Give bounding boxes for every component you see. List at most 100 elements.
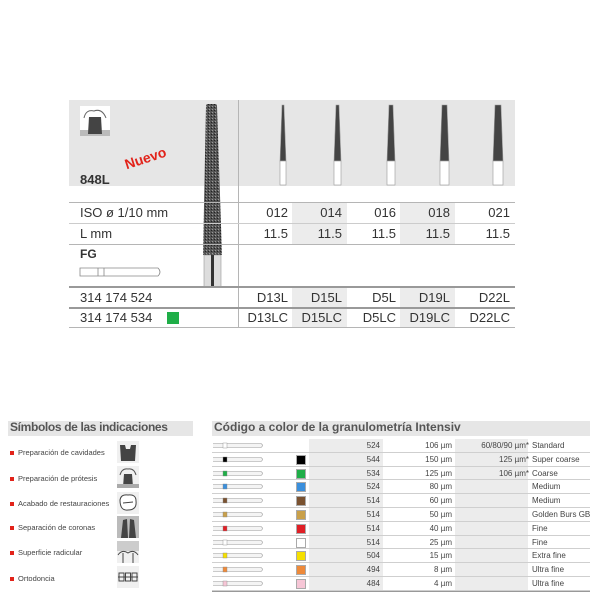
grit-color-swatch: [296, 537, 306, 548]
article-code: D5LC: [362, 310, 396, 325]
grit-code: 494: [366, 565, 380, 575]
grit-size: 60 µm: [429, 496, 452, 506]
grit-color-swatch: [296, 579, 306, 589]
grit-row: 504 15 µm Extra fine: [212, 549, 590, 564]
orthodontics-icon: [117, 566, 139, 588]
bur-shank-icon: [213, 511, 263, 518]
grit-name: Ultra fine: [532, 579, 565, 588]
grit-code: 544: [366, 454, 380, 464]
grit-color-swatch: [296, 551, 306, 562]
article-code: D22LC: [469, 310, 510, 325]
grit-size: 8 µm: [434, 565, 452, 575]
grit-name: Standard: [532, 441, 565, 450]
grit-row: 524 80 µm Medium: [212, 480, 590, 495]
grit-row: 534 125 µm 106 µm* Coarse: [212, 467, 590, 481]
grit-color-swatch: [296, 565, 306, 576]
length-value: 11.5: [371, 226, 396, 241]
cavity-prep-icon: [117, 441, 139, 463]
grit-name: Medium: [532, 482, 561, 492]
root-surface-icon: [117, 541, 139, 563]
grit-name: Extra fine: [532, 551, 566, 561]
bur-sizes-images: [279, 104, 504, 186]
grit-row: 514 60 µm Medium: [212, 494, 590, 508]
grit-name: Super coarse: [532, 454, 580, 464]
iso-value: 018: [428, 205, 450, 220]
article-code: D5L: [372, 290, 396, 305]
bur-shank-icon: [213, 470, 263, 476]
grit-code: 514: [366, 510, 380, 519]
symbol-item: Separación de coronas: [10, 523, 95, 532]
article-code: D19LC: [409, 310, 450, 325]
bur-shank-icon: [213, 525, 263, 531]
bur-shank-icon: [213, 497, 263, 504]
grit-code: 524: [366, 482, 380, 492]
bur-shank-icon: [213, 566, 263, 573]
grit-alt-size: 125 µm*: [499, 454, 529, 464]
grit-alt-size: 60/80/90 µm*: [481, 441, 529, 450]
grit-code: 524: [366, 441, 380, 450]
grit-size: 40 µm: [429, 523, 452, 533]
grit-name: Coarse: [532, 468, 558, 478]
article-code: D15L: [310, 290, 342, 305]
iso-value: 014: [320, 205, 342, 220]
grit-alt-size: 106 µm*: [499, 468, 529, 478]
grit-size: 4 µm: [434, 579, 452, 588]
grit-size: 125 µm: [425, 468, 452, 478]
symbol-item: Preparación de prótesis: [10, 474, 97, 483]
grit-row: 544 150 µm 125 µm* Super coarse: [212, 453, 590, 467]
length-label: L mm: [80, 226, 113, 241]
grit-color-swatch: [296, 454, 306, 465]
bur-shank-icon: [213, 539, 263, 545]
product-code: 848L: [80, 172, 110, 187]
article-code: D22L: [478, 290, 510, 305]
crown-separation-icon: [117, 516, 139, 538]
grit-code: 504: [366, 551, 380, 561]
article-code: D13LC: [247, 310, 288, 325]
bur-shank-icon: [213, 456, 263, 462]
bur-shank-icon: [213, 484, 263, 490]
length-value: 11.5: [263, 226, 288, 241]
grit-name: Ultra fine: [532, 565, 565, 575]
length-value: 11.5: [317, 226, 342, 241]
fg-shank-icon: [79, 267, 161, 277]
grit-size: 15 µm: [429, 551, 452, 561]
iso-label: ISO ø 1/10 mm: [80, 205, 169, 220]
grit-color-swatch: [296, 482, 306, 493]
column-divider: [238, 100, 239, 327]
length-value: 11.5: [425, 226, 450, 241]
grit-name: Fine: [532, 523, 548, 533]
grit-size: 150 µm: [425, 454, 452, 464]
restoration-finish-icon: [117, 492, 139, 514]
symbol-item: Preparación de cavidades: [10, 448, 105, 457]
grit-name: Fine: [532, 537, 548, 547]
symbol-item: Superficie radicular: [10, 548, 82, 557]
bur-shank-icon: [213, 442, 263, 449]
grit-name: Golden Burs GB: [532, 510, 591, 519]
grit-code: 514: [366, 523, 380, 533]
grit-color-swatch: [296, 468, 306, 479]
length-value: 11.5: [485, 226, 510, 241]
symbols-title: Símbolos de las indicaciones: [10, 420, 168, 434]
grit-row: 514 25 µm Fine: [212, 536, 590, 550]
crown-prep-icon: [117, 466, 139, 488]
grit-code: 534: [366, 468, 380, 478]
iso-value: 016: [374, 205, 396, 220]
grit-size: 25 µm: [429, 537, 452, 547]
grit-size: 80 µm: [429, 482, 452, 492]
article-number: 314 174 534: [80, 310, 153, 325]
large-bur-image: [203, 104, 222, 288]
symbol-item: Acabado de restauraciones: [10, 499, 109, 508]
iso-value: 021: [488, 205, 510, 220]
coarse-grit-swatch: [167, 312, 179, 324]
grit-row: 514 50 µm Golden Burs GB: [212, 508, 590, 522]
grit-row: 514 40 µm Fine: [212, 522, 590, 536]
shank-type: FG: [80, 247, 97, 261]
iso-value: 012: [266, 205, 288, 220]
grit-color-swatch: [296, 496, 306, 507]
article-code: D15LC: [301, 310, 342, 325]
grit-code: 514: [366, 537, 380, 547]
grit-title: Código a color de la granulometría Inten…: [214, 420, 461, 434]
article-code: D19L: [418, 290, 450, 305]
grit-color-swatch: [296, 510, 306, 520]
crown-prep-icon: [80, 106, 110, 136]
